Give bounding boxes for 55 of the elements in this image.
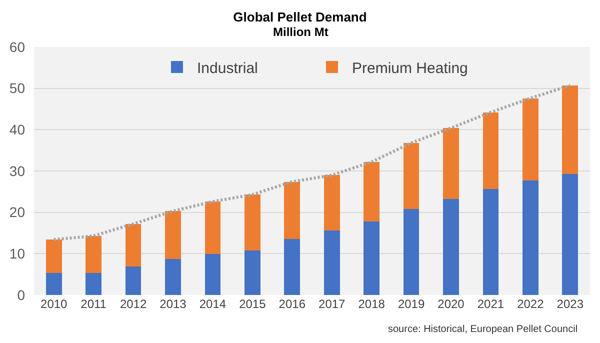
x-tick-label: 2022: [517, 297, 544, 311]
chart-subtitle: Million Mt: [273, 25, 328, 39]
x-tick-label: 2023: [556, 297, 584, 311]
bar: [204, 202, 221, 254]
line-series: [52, 84, 572, 242]
x-tick-label: 2019: [398, 297, 425, 311]
bar: [46, 273, 62, 295]
legend-label: Industrial: [197, 60, 258, 77]
bar: [125, 224, 142, 266]
bar: [364, 221, 380, 295]
x-tick-label: 2013: [160, 297, 187, 311]
bar: [165, 259, 181, 295]
source-note: source: Historical, European Pellet Council: [388, 324, 578, 335]
x-tick-label: 2015: [239, 297, 266, 311]
x-tick-label: 2011: [80, 297, 107, 311]
bar: [204, 254, 221, 295]
chart-title: Global Pellet Demand: [233, 10, 367, 25]
x-tick-label: 2020: [438, 297, 465, 311]
bar: [324, 230, 340, 295]
bar: [522, 180, 538, 295]
bar: [443, 199, 459, 295]
bar: [284, 182, 300, 240]
x-tick-label: 2016: [278, 297, 306, 311]
bar: [324, 175, 340, 231]
bar: [482, 112, 499, 190]
x-tick-label: 2010: [40, 297, 68, 311]
y-tick-label: 50: [9, 80, 26, 96]
y-tick-label: 0: [17, 286, 26, 303]
bar: [364, 162, 380, 222]
bar: [522, 98, 538, 181]
bar: [86, 236, 102, 274]
x-tick-label: 2018: [358, 297, 386, 311]
bar: [284, 239, 300, 295]
y-tick-label: 30: [9, 162, 26, 179]
bar: [562, 85, 578, 174]
bar: [86, 273, 102, 295]
bar: [482, 189, 499, 295]
bar: [403, 209, 420, 295]
x-tick-label: 2021: [477, 297, 504, 311]
bar: [244, 194, 260, 250]
y-tick-label: 40: [9, 122, 26, 138]
y-tick-label: 10: [9, 246, 26, 262]
bar: [46, 240, 62, 274]
x-tick-label: 2012: [120, 297, 147, 311]
y-tick-label: 60: [9, 38, 26, 55]
x-tick-label: 2014: [199, 297, 226, 311]
bar: [403, 142, 420, 210]
legend-label: Premium Heating: [352, 60, 468, 77]
x-tick-label: 2017: [318, 297, 346, 311]
bar: [165, 211, 181, 260]
bar: [244, 250, 260, 295]
y-tick-label: 20: [9, 204, 26, 220]
bar: [125, 266, 142, 295]
bar: [443, 128, 459, 200]
bar: [562, 174, 578, 295]
